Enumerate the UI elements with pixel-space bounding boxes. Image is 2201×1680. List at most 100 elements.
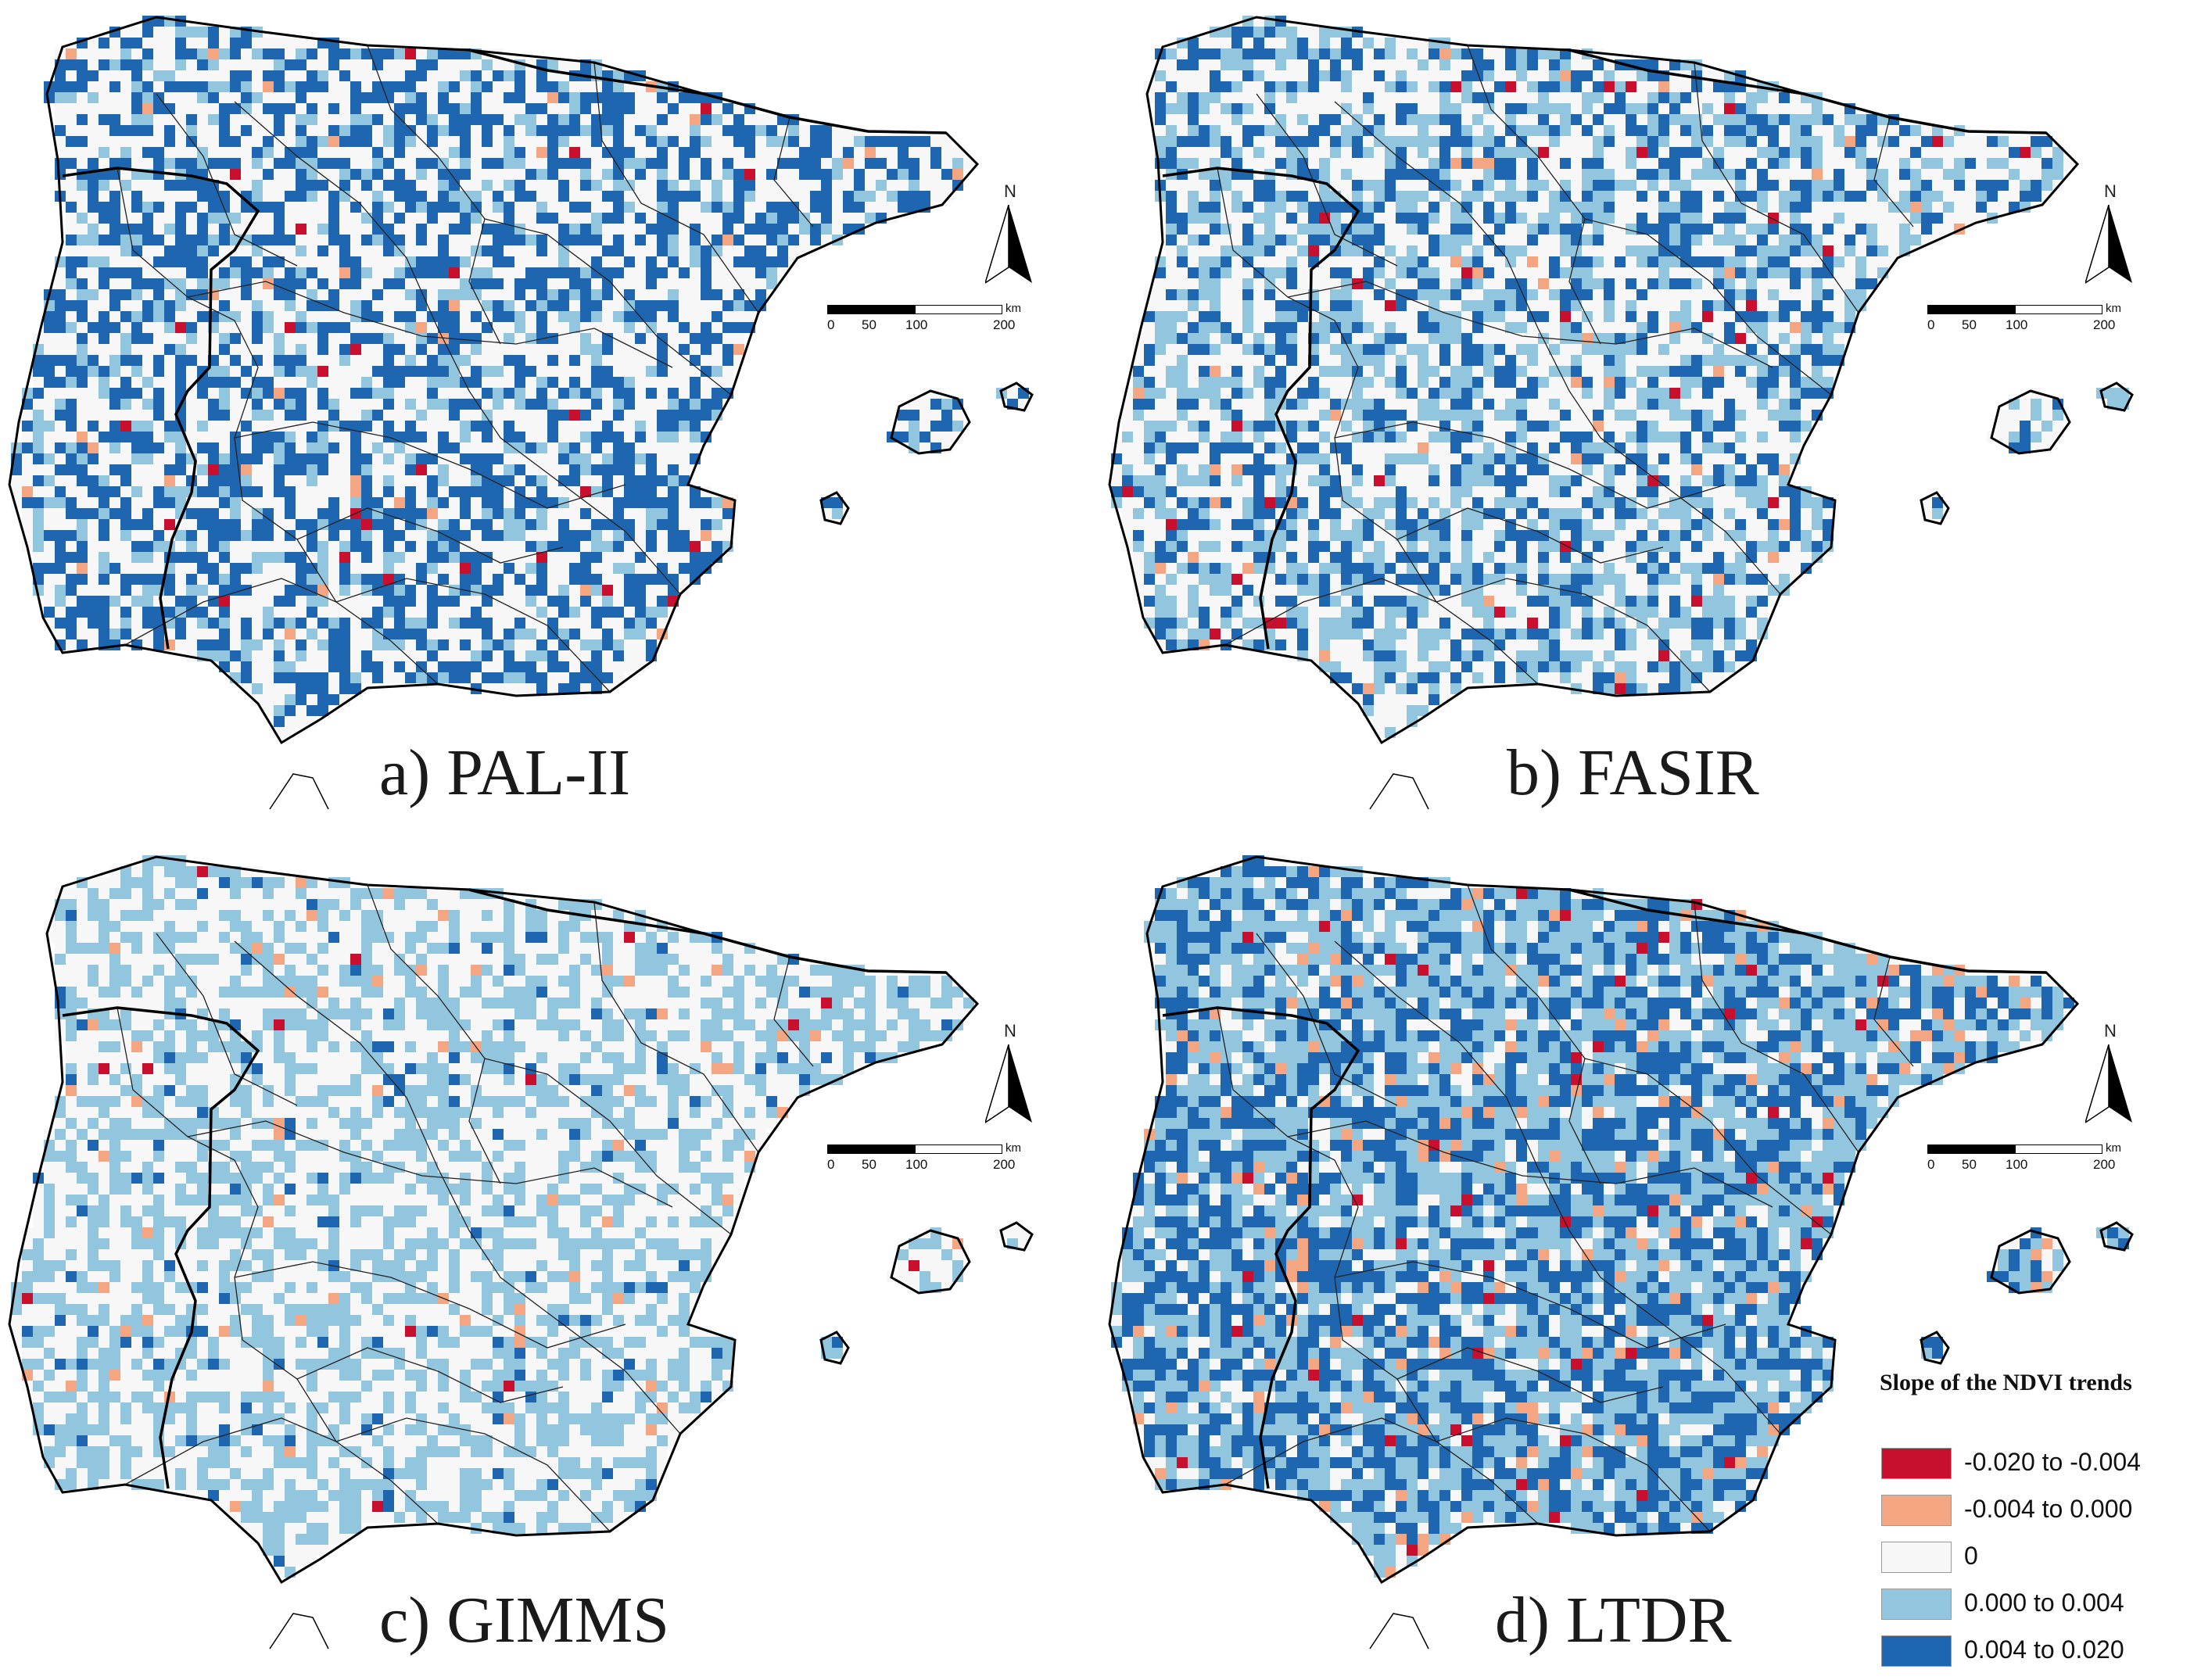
- trend-pixel: [482, 213, 493, 224]
- trend-pixel: [1253, 136, 1264, 147]
- trend-pixel: [591, 92, 602, 103]
- trend-pixel: [2020, 147, 2031, 158]
- trend-pixel: [109, 618, 120, 629]
- trend-pixel: [1439, 180, 1450, 191]
- trend-pixel: [394, 344, 405, 355]
- trend-pixel: [427, 235, 438, 245]
- trend-pixel: [449, 70, 460, 81]
- trend-pixel: [1998, 147, 2009, 158]
- trend-pixel: [197, 333, 208, 344]
- trend-pixel: [591, 629, 602, 639]
- trend-pixel: [99, 344, 109, 355]
- trend-pixel: [438, 650, 449, 661]
- trend-pixel: [1407, 114, 1418, 125]
- trend-pixel: [219, 618, 230, 629]
- trend-pixel: [263, 333, 274, 344]
- trend-pixel: [306, 70, 317, 81]
- trend-pixel: [405, 300, 416, 311]
- trend-pixel: [438, 278, 449, 289]
- trend-pixel: [208, 530, 219, 541]
- trend-pixel: [208, 169, 219, 180]
- trend-pixel: [1604, 180, 1615, 191]
- trend-pixel: [1407, 103, 1418, 114]
- trend-pixel: [493, 650, 504, 661]
- trend-pixel: [471, 464, 482, 475]
- trend-pixel: [252, 596, 263, 607]
- trend-pixel: [197, 92, 208, 103]
- trend-pixel: [77, 311, 88, 322]
- trend-pixel: [175, 92, 186, 103]
- trend-pixel: [547, 278, 558, 289]
- trend-pixel: [328, 136, 339, 147]
- trend-pixel: [504, 147, 514, 158]
- trend-pixel: [668, 432, 679, 442]
- trend-pixel: [383, 672, 394, 683]
- trend-pixel: [613, 256, 624, 267]
- trend-pixel: [733, 191, 744, 202]
- trend-pixel: [372, 136, 383, 147]
- trend-pixel: [712, 530, 722, 541]
- trend-pixel: [372, 475, 383, 486]
- trend-pixel: [361, 453, 372, 464]
- trend-pixel: [274, 147, 285, 158]
- trend-pixel: [131, 289, 142, 300]
- trend-pixel: [219, 355, 230, 366]
- trend-pixel: [1998, 158, 2009, 169]
- trend-pixel: [668, 585, 679, 596]
- trend-pixel: [449, 574, 460, 585]
- trend-pixel: [591, 355, 602, 366]
- trend-pixel: [427, 256, 438, 267]
- trend-pixel: [263, 639, 274, 650]
- trend-pixel: [230, 596, 241, 607]
- trend-pixel: [372, 530, 383, 541]
- trend-pixel: [755, 114, 766, 125]
- trend-pixel: [646, 432, 657, 442]
- trend-pixel: [657, 267, 668, 278]
- trend-pixel: [460, 541, 471, 552]
- trend-pixel: [361, 103, 372, 114]
- trend-pixel: [405, 508, 416, 519]
- trend-pixel: [1231, 202, 1242, 213]
- trend-pixel: [558, 81, 569, 92]
- trend-pixel: [131, 300, 142, 311]
- trend-pixel: [405, 421, 416, 432]
- trend-pixel: [296, 464, 306, 475]
- trend-pixel: [668, 267, 679, 278]
- trend-pixel: [1352, 114, 1363, 125]
- trend-pixel: [460, 508, 471, 519]
- trend-pixel: [263, 563, 274, 574]
- trend-pixel: [1177, 125, 1188, 136]
- trend-pixel: [66, 596, 77, 607]
- trend-pixel: [1844, 180, 1855, 191]
- trend-pixel: [252, 442, 263, 453]
- trend-pixel: [613, 300, 624, 311]
- trend-pixel: [536, 213, 547, 224]
- trend-pixel: [679, 563, 690, 574]
- trend-pixel: [285, 475, 296, 486]
- trend-pixel: [274, 202, 285, 213]
- trend-pixel: [197, 464, 208, 475]
- trend-pixel: [690, 530, 701, 541]
- trend-pixel: [1319, 92, 1330, 103]
- trend-pixel: [1691, 136, 1702, 147]
- trend-pixel: [602, 377, 613, 388]
- trend-pixel: [744, 289, 755, 300]
- trend-pixel: [952, 399, 963, 410]
- trend-pixel: [536, 245, 547, 256]
- trend-pixel: [1264, 48, 1275, 59]
- trend-pixel: [602, 574, 613, 585]
- trend-pixel: [558, 300, 569, 311]
- trend-pixel: [1264, 27, 1275, 38]
- trend-pixel: [679, 333, 690, 344]
- trend-pixel: [44, 453, 55, 464]
- trend-pixel: [514, 366, 525, 377]
- trend-pixel: [285, 213, 296, 224]
- trend-pixel: [777, 202, 788, 213]
- trend-pixel: [668, 322, 679, 333]
- trend-pixel: [788, 245, 799, 256]
- trend-pixel: [679, 464, 690, 475]
- trend-pixel: [613, 574, 624, 585]
- trend-pixel: [493, 278, 504, 289]
- trend-pixel: [186, 125, 197, 136]
- trend-pixel: [1428, 81, 1439, 92]
